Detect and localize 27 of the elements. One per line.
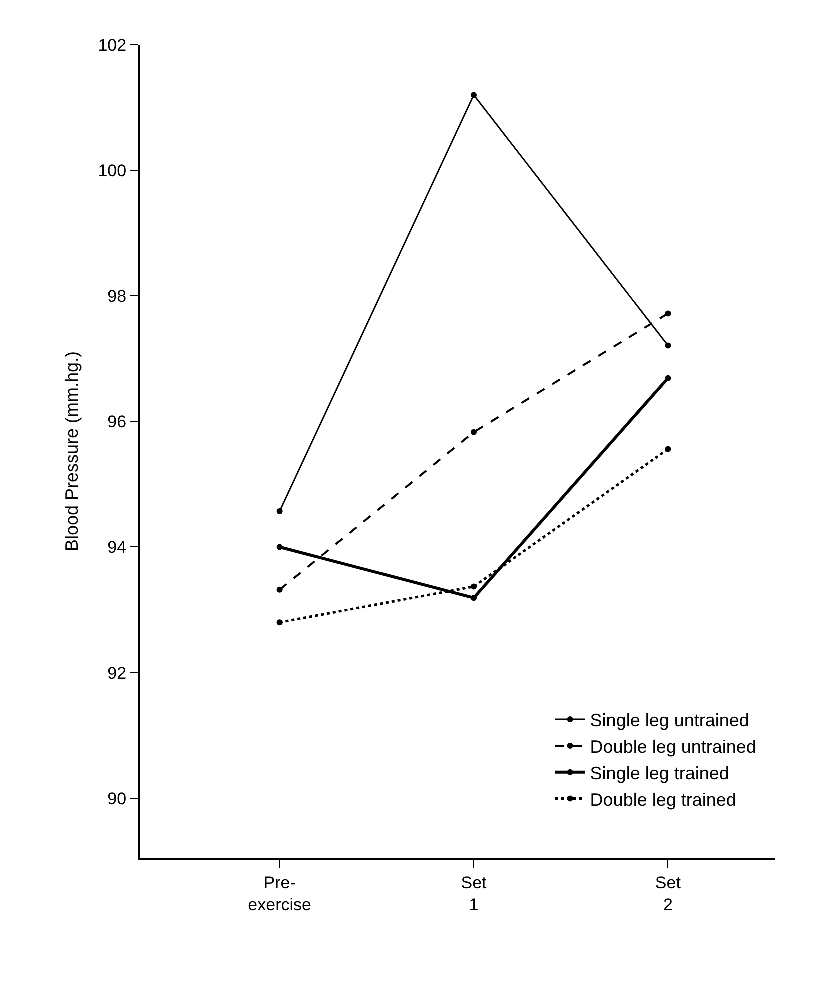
legend-label: Single leg untrained: [590, 710, 750, 731]
point: [276, 586, 283, 593]
point: [665, 446, 672, 452]
point: [471, 429, 478, 436]
point: [665, 310, 672, 317]
point: [276, 620, 283, 626]
y-tick-label: 98: [108, 287, 127, 306]
point: [471, 92, 478, 98]
legend-label: Single leg trained: [590, 763, 730, 784]
point: [276, 544, 283, 550]
y-tick-label: 90: [108, 789, 127, 808]
point: [665, 375, 672, 382]
legend-label: Double leg untrained: [590, 736, 756, 757]
y-tick-label: 92: [108, 664, 127, 683]
legend-label: Double leg trained: [590, 790, 736, 810]
y-tick-label: 96: [108, 412, 127, 432]
point: [665, 342, 672, 349]
point: [471, 584, 478, 590]
x-tick-label: Set 1: [461, 873, 488, 914]
x-tick-label: Pre- exercise: [248, 873, 312, 914]
y-tick-label: 94: [108, 538, 127, 558]
y-axis-title: Blood Pressure (mm.hg.): [62, 351, 82, 552]
y-tick-label: 100: [98, 162, 127, 181]
y-tick-label: 102: [98, 36, 127, 55]
x-tick-label: Set 2: [655, 873, 682, 914]
point: [471, 595, 478, 602]
point: [276, 508, 283, 514]
